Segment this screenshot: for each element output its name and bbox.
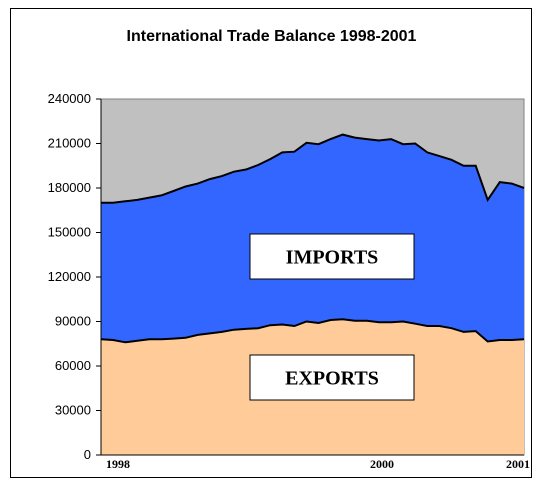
y-tick-label: 60000 — [55, 358, 91, 373]
y-tick-label: 150000 — [48, 225, 91, 240]
line-exports — [100, 318, 525, 344]
line-imports — [101, 133, 525, 204]
area-label-box — [249, 233, 415, 280]
x-tick-label: 2001 — [506, 457, 530, 471]
y-tick-label: 90000 — [55, 314, 91, 329]
area-label-box — [249, 354, 415, 401]
y-tick-label: 180000 — [48, 180, 91, 195]
x-tick-label: 2000 — [370, 457, 394, 471]
y-tick-label: 120000 — [48, 269, 91, 284]
area-label-imports: IMPORTS — [286, 247, 379, 269]
chart-title: International Trade Balance 1998-2001 — [126, 28, 417, 45]
y-tick-label: 30000 — [55, 403, 91, 418]
area-label-exports: EXPORTS — [285, 368, 379, 390]
x-tick-label: 1998 — [106, 457, 130, 471]
y-tick-label: 210000 — [48, 136, 91, 151]
y-tick-label: 240000 — [48, 91, 91, 106]
y-tick-label: 0 — [84, 447, 91, 462]
